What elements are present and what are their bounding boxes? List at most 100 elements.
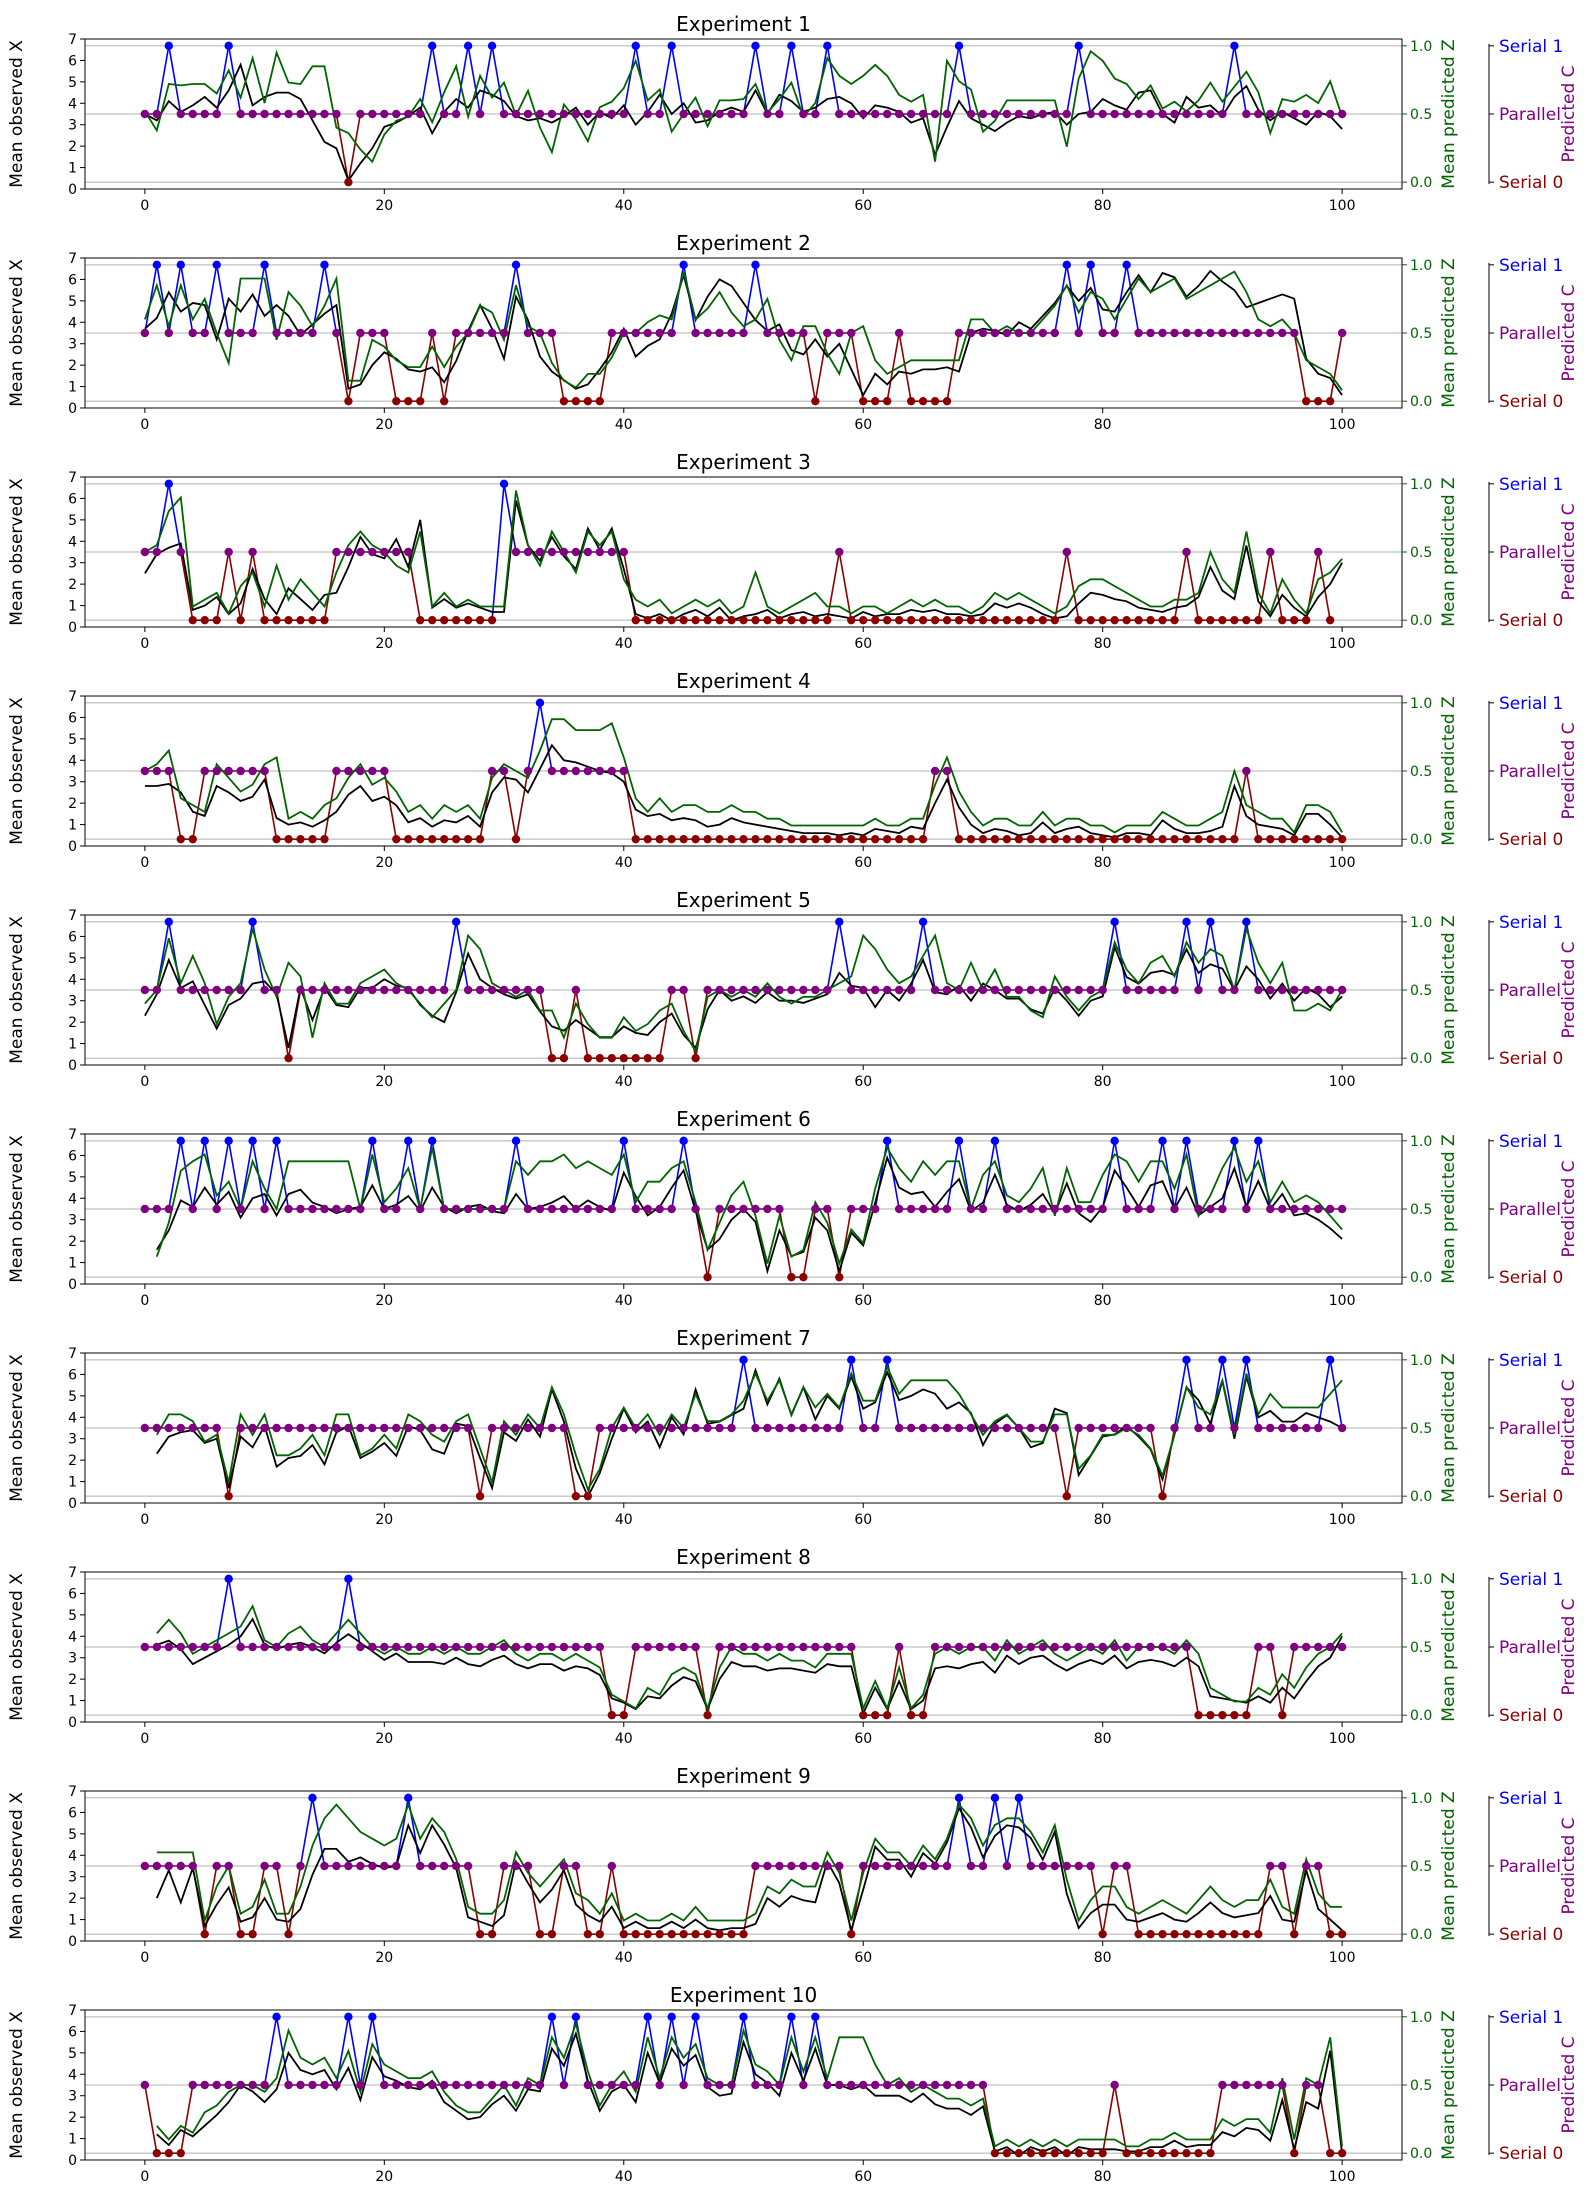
z-axis-label: Mean predicted Z bbox=[1439, 2010, 1459, 2159]
predicted-c-point bbox=[1230, 1423, 1239, 1433]
predicted-c-point bbox=[715, 109, 724, 119]
predicted-c-point bbox=[918, 917, 928, 927]
predicted-c-point bbox=[1122, 834, 1131, 844]
predicted-c-point bbox=[368, 1861, 377, 1871]
predicted-c-point bbox=[835, 109, 844, 119]
predicted-c-point bbox=[1050, 615, 1059, 625]
z-tick-label: 1.0 bbox=[1410, 1134, 1432, 1150]
predicted-c-segment bbox=[323, 770, 338, 840]
predicted-c-point bbox=[799, 1423, 808, 1433]
predicted-c-point bbox=[1050, 1423, 1059, 1433]
predicted-c-point bbox=[392, 1861, 401, 1871]
predicted-c-point bbox=[1206, 615, 1215, 625]
predicted-c-point bbox=[978, 328, 988, 338]
predicted-c-segment bbox=[168, 1140, 182, 1210]
x-tick-label: 0 bbox=[140, 198, 149, 214]
predicted-c-point bbox=[1266, 985, 1275, 995]
predicted-c-point bbox=[212, 260, 221, 270]
y-tick-label: 3 bbox=[68, 775, 77, 791]
y-tick-label: 3 bbox=[68, 2089, 77, 2105]
predicted-c-segment bbox=[383, 770, 398, 840]
y-tick-label: 3 bbox=[68, 1651, 77, 1667]
predicted-c-point bbox=[236, 1929, 245, 1939]
predicted-c-segment bbox=[455, 921, 469, 991]
predicted-c-point bbox=[416, 985, 425, 995]
predicted-c-point bbox=[332, 547, 341, 557]
predicted-c-point bbox=[380, 985, 389, 995]
predicted-c-point bbox=[1014, 328, 1024, 338]
predicted-c-point bbox=[356, 328, 365, 338]
predicted-c-point bbox=[1290, 1642, 1299, 1652]
predicted-c-point bbox=[535, 1929, 545, 1939]
predicted-c-point bbox=[368, 985, 377, 995]
predicted-c-point bbox=[416, 396, 425, 406]
c-tick-label: Serial 1 bbox=[1499, 694, 1563, 714]
x-tick-label: 60 bbox=[854, 1950, 872, 1966]
predicted-c-point bbox=[332, 1423, 341, 1433]
predicted-c-point bbox=[535, 1423, 545, 1433]
predicted-c-point bbox=[990, 328, 1000, 338]
predicted-c-point bbox=[559, 766, 569, 776]
predicted-c-point bbox=[1290, 1204, 1299, 1214]
predicted-c-point bbox=[547, 1642, 557, 1652]
predicted-c-point bbox=[511, 2080, 521, 2090]
predicted-c-point bbox=[643, 1204, 652, 1214]
predicted-c-point bbox=[751, 41, 760, 51]
predicted-c-segment bbox=[479, 45, 493, 115]
y-tick-label: 1 bbox=[68, 1037, 77, 1053]
predicted-c-segment bbox=[742, 45, 757, 115]
predicted-c-point bbox=[1002, 1861, 1012, 1871]
predicted-c-point bbox=[368, 766, 377, 776]
y-tick-label: 2 bbox=[68, 139, 77, 155]
predicted-c-point bbox=[631, 834, 640, 844]
predicted-c-point bbox=[655, 1423, 664, 1433]
predicted-c-point bbox=[739, 1929, 748, 1939]
predicted-c-point bbox=[607, 2080, 616, 2090]
predicted-c-point bbox=[368, 1423, 377, 1433]
predicted-c-point bbox=[1026, 615, 1036, 625]
predicted-c-point bbox=[1206, 109, 1215, 119]
predicted-c-point bbox=[499, 1861, 509, 1871]
predicted-c-point bbox=[763, 2080, 772, 2090]
predicted-c-point bbox=[212, 985, 221, 995]
z-tick-label: 0.5 bbox=[1410, 1859, 1432, 1875]
predicted-c-point bbox=[906, 985, 916, 995]
predicted-c-segment bbox=[802, 1208, 817, 1278]
x-tick-label: 40 bbox=[615, 198, 633, 214]
y-axis-label: Mean observed X bbox=[7, 1354, 27, 1502]
predicted-c-point bbox=[990, 834, 1000, 844]
predicted-c-point bbox=[236, 1642, 245, 1652]
predicted-c-point bbox=[1206, 1204, 1215, 1214]
predicted-c-point bbox=[954, 328, 964, 338]
predicted-c-point bbox=[511, 1423, 521, 1433]
predicted-c-point bbox=[1230, 834, 1239, 844]
predicted-c-point bbox=[511, 547, 521, 557]
predicted-c-point bbox=[320, 1204, 329, 1214]
predicted-c-segment bbox=[1173, 1359, 1188, 1429]
predicted-c-segment bbox=[431, 332, 445, 402]
predicted-c-point bbox=[1014, 1793, 1024, 1803]
predicted-c-point bbox=[463, 615, 473, 625]
predicted-c-point bbox=[871, 985, 880, 995]
predicted-c-point bbox=[763, 985, 772, 995]
predicted-c-point bbox=[799, 2080, 808, 2090]
predicted-c-point bbox=[1278, 1204, 1287, 1214]
predicted-c-point bbox=[966, 1204, 976, 1214]
panel-title: Experiment 5 bbox=[676, 888, 811, 912]
predicted-c-point bbox=[691, 1423, 700, 1433]
predicted-c-point bbox=[1194, 834, 1203, 844]
predicted-c-point bbox=[859, 2080, 868, 2090]
predicted-c-segment bbox=[144, 264, 158, 334]
predicted-c-point bbox=[739, 985, 748, 995]
predicted-c-segment bbox=[802, 332, 817, 402]
predicted-c-point bbox=[607, 328, 616, 338]
predicted-c-point bbox=[894, 1861, 904, 1871]
predicted-c-point bbox=[942, 2080, 952, 2090]
predicted-c-point bbox=[643, 1929, 652, 1939]
predicted-c-point bbox=[308, 1204, 317, 1214]
c-tick-label: Serial 0 bbox=[1499, 1706, 1563, 1726]
z-tick-label: 0.5 bbox=[1410, 2078, 1432, 2094]
predicted-c-point bbox=[559, 1423, 569, 1433]
x-tick-label: 20 bbox=[375, 1512, 393, 1528]
predicted-c-point bbox=[140, 547, 150, 557]
